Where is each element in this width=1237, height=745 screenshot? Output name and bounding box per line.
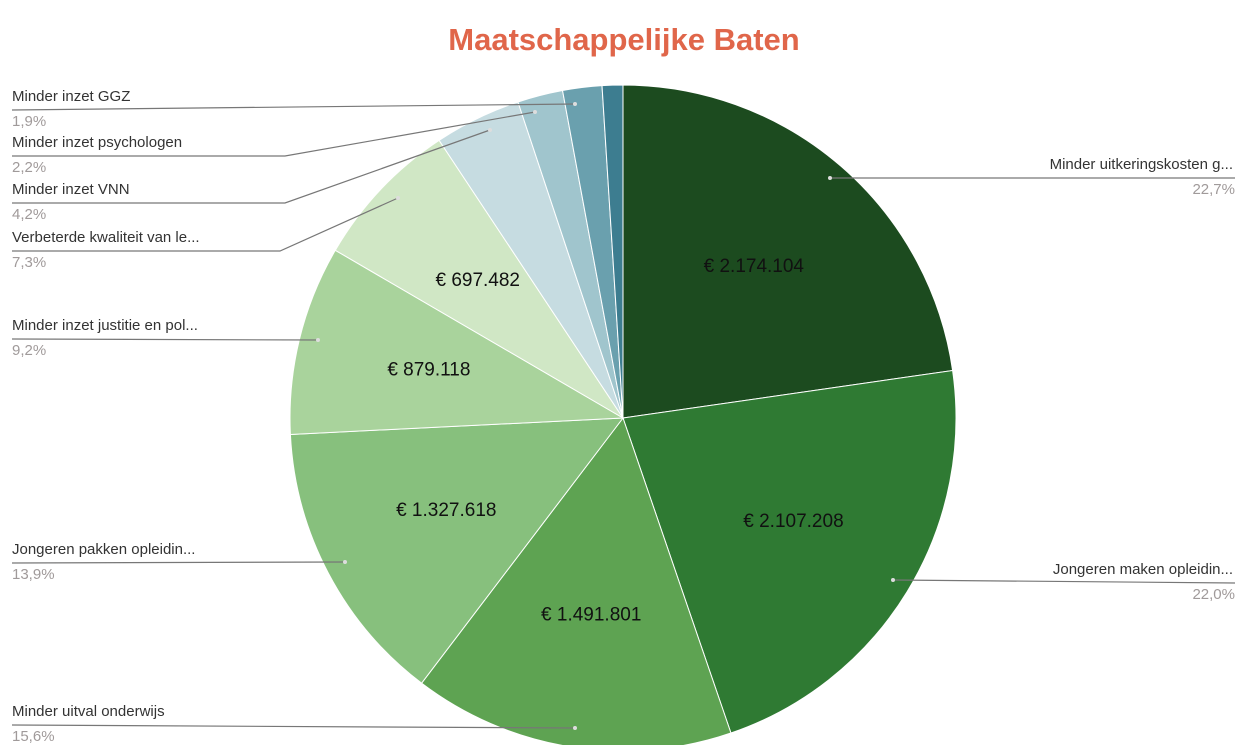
- slice-label: Minder uitkeringskosten g...: [1050, 156, 1233, 173]
- value-label: € 879.118: [387, 360, 470, 381]
- leader-dot: [488, 128, 492, 132]
- percent-label: 22,0%: [1192, 586, 1235, 603]
- slice-label: Minder uitval onderwijs: [12, 703, 165, 720]
- pie-slice: [622, 369, 957, 734]
- leader-dot: [533, 110, 537, 114]
- pie-slice: [622, 84, 954, 419]
- leader-line: [11, 103, 576, 111]
- slice-label: Minder inzet GGZ: [12, 88, 130, 105]
- slice-label: Minder inzet psychologen: [12, 134, 182, 151]
- leader-dot: [573, 102, 577, 106]
- leader-line: [11, 724, 576, 729]
- slice-label: Minder inzet justitie en pol...: [12, 317, 198, 334]
- percent-label: 4,2%: [12, 206, 46, 223]
- leader-dot: [343, 560, 347, 564]
- leader-line: [12, 111, 536, 157]
- value-label: € 697.482: [435, 270, 520, 291]
- pie-slice: [289, 249, 625, 435]
- leader-line: [11, 338, 319, 341]
- leader-line: [12, 197, 399, 252]
- percent-label: 13,9%: [12, 566, 55, 583]
- pie-slice: [420, 416, 732, 745]
- slice-label: Minder inzet VNN: [12, 181, 130, 198]
- pie-slice: [601, 84, 624, 419]
- slice-label: Jongeren pakken opleidin...: [12, 541, 195, 558]
- percent-label: 9,2%: [12, 342, 46, 359]
- percent-label: 7,3%: [12, 254, 46, 271]
- leader-dot: [316, 338, 320, 342]
- leader-dot: [396, 196, 400, 200]
- leader-line: [12, 129, 491, 204]
- slice-label: Jongeren maken opleidin...: [1053, 561, 1233, 578]
- pie-slice: [334, 139, 624, 419]
- leader-dot: [828, 176, 832, 180]
- value-label: € 2.107.208: [743, 511, 843, 532]
- chart-title: Maatschappelijke Baten: [448, 22, 799, 57]
- percent-label: 1,9%: [12, 113, 46, 130]
- percent-label: 2,2%: [12, 159, 46, 176]
- value-label: € 2.174.104: [704, 256, 805, 277]
- value-label: € 1.327.618: [396, 500, 496, 521]
- leader-line: [11, 561, 346, 564]
- leader-dot: [573, 726, 577, 730]
- leader-dot: [891, 578, 895, 582]
- pie-slice: [289, 417, 625, 684]
- value-label: € 1.491.801: [541, 604, 641, 625]
- leader-line: [892, 579, 1236, 584]
- slice-label: Verbeterde kwaliteit van le...: [12, 229, 200, 246]
- percent-label: 15,6%: [12, 728, 55, 745]
- percent-label: 22,7%: [1192, 181, 1235, 198]
